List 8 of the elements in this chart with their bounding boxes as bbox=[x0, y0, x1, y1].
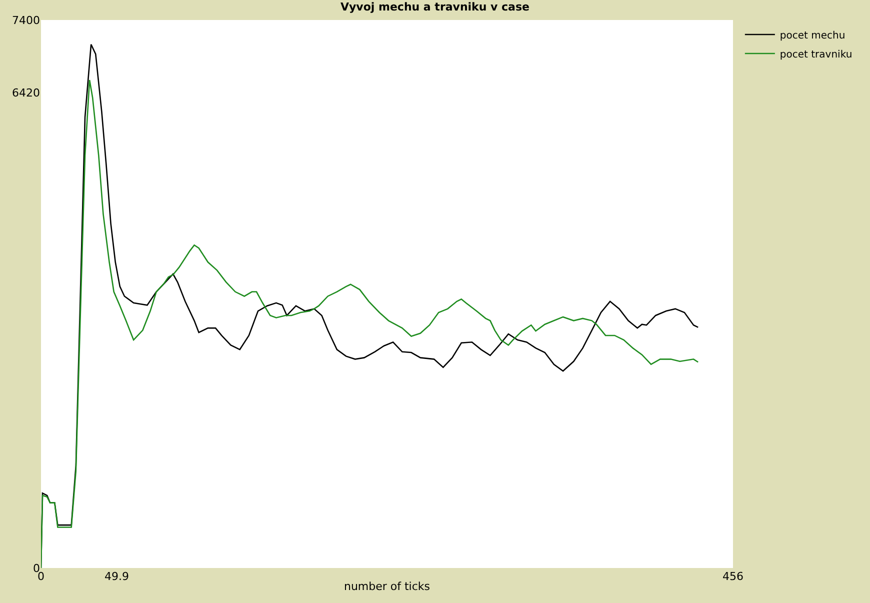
x-axis-title: number of ticks bbox=[344, 580, 430, 594]
x-tick-label: 49.9 bbox=[104, 570, 129, 583]
legend-label: pocet mechu bbox=[780, 30, 846, 42]
legend-label: pocet travniku bbox=[780, 49, 852, 60]
y-tick-label: 6420 bbox=[12, 86, 40, 100]
chart-title: Vyvoj mechu a travniku v case bbox=[340, 0, 530, 14]
x-tick-label: 456 bbox=[722, 570, 744, 583]
y-tick-label: 7400 bbox=[12, 14, 40, 27]
